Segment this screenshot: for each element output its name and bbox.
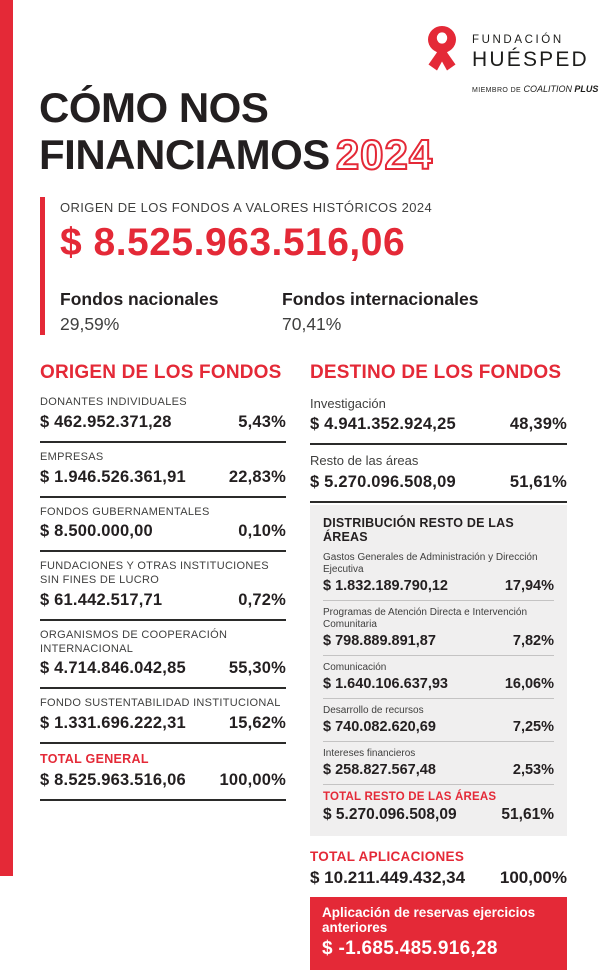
national-funds-label: Fondos nacionales — [60, 289, 219, 309]
item-amount: $ 4.941.352.924,25 — [310, 415, 456, 434]
item-label: Investigación — [310, 396, 386, 411]
item-label: Resto de las áreas — [310, 453, 419, 469]
item-percent: 0,10% — [238, 522, 286, 541]
item-percent: 0,72% — [238, 590, 286, 609]
origin-header: ORIGEN DE LOS FONDOS — [40, 362, 282, 383]
origin-item: ORGANISMOS DE COOPERACIÓN INTERNACIONAL … — [40, 621, 286, 690]
member-line: MIEMBRO DE COALITION PLUS — [472, 84, 598, 94]
item-label: Intereses financieros — [323, 747, 416, 759]
member-suffix: PLUS — [574, 84, 599, 94]
awareness-ribbon-icon — [424, 26, 460, 79]
item-amount: $ 4.714.846.042,85 — [40, 659, 186, 678]
item-label: Comunicación — [323, 661, 387, 673]
destination-header: DESTINO DE LOS FONDOS — [310, 362, 562, 383]
item-amount: $ 1.832.189.790,12 — [323, 577, 448, 594]
item-label: Gastos Generales de Administración y Dir… — [323, 551, 538, 575]
reserves-box: Aplicación de reservas ejercicios anteri… — [310, 897, 567, 970]
summary-caption: ORIGEN DE LOS FONDOS A VALORES HISTÓRICO… — [60, 200, 433, 215]
distribution-box: DISTRIBUCIÓN RESTO DE LAS ÁREAS Gastos G… — [310, 504, 567, 837]
item-amount: $ 258.827.567,48 — [323, 761, 436, 778]
item-label: EMPRESAS — [40, 450, 104, 463]
item-percent: 2,53% — [512, 761, 554, 778]
origin-section: ORIGEN DE LOS FONDOS DONANTES INDIVIDUAL… — [40, 362, 286, 801]
member-name: COALITION — [523, 84, 572, 94]
origin-item: FUNDACIONES Y OTRAS INSTITUCIONES SIN FI… — [40, 552, 286, 621]
total-applications-amount: $ 10.211.449.432,34 — [310, 868, 466, 888]
distribution-total-amount: $ 5.270.096.508,09 — [323, 806, 457, 824]
distribution-item: Programas de Atención Directa e Interven… — [323, 601, 554, 656]
item-label: Programas de Atención Directa e Interven… — [323, 606, 527, 630]
org-name-line1: FUNDACIÓN — [472, 33, 564, 46]
item-percent: 7,25% — [512, 718, 554, 735]
national-funds: Fondos nacionales 29,59% — [60, 289, 282, 335]
summary-total-amount: $ 8.525.963.516,06 — [60, 221, 406, 264]
item-amount: $ 1.946.526.361,91 — [40, 467, 186, 486]
item-percent: 5,43% — [238, 412, 286, 431]
title-year-outline: 2024 — [335, 130, 434, 179]
item-amount: $ 1.640.106.637,93 — [323, 675, 448, 692]
page-title: CÓMO NOS FINANCIAMOS 2024 — [39, 84, 434, 179]
item-percent: 15,62% — [228, 714, 286, 732]
item-percent: 17,94% — [504, 577, 554, 594]
item-percent: 22,83% — [228, 467, 286, 486]
item-percent: 16,06% — [504, 675, 554, 692]
origin-total: TOTAL GENERAL $ 8.525.963.516,06 100,00% — [40, 744, 286, 801]
distribution-item: Desarrollo de recursos $ 740.082.620,69 … — [323, 699, 554, 742]
origin-total-label: TOTAL GENERAL — [40, 752, 149, 766]
origin-item: FONDOS GUBERNAMENTALES $ 8.500.000,00 0,… — [40, 498, 286, 553]
org-name-line2: HUÉSPED — [472, 47, 589, 71]
destination-item: Investigación $ 4.941.352.924,25 48,39% — [310, 388, 567, 446]
item-amount: $ 5.270.096.508,09 — [310, 472, 456, 491]
reserves-amount: $ -1.685.485.916,28 — [322, 938, 498, 960]
international-funds-value: 70,41% — [282, 314, 342, 334]
item-label: FUNDACIONES Y OTRAS INSTITUCIONES SIN FI… — [40, 560, 269, 586]
item-percent: 51,61% — [509, 472, 567, 491]
total-applications: TOTAL APLICACIONES $ 10.211.449.432,34 1… — [310, 849, 567, 888]
org-logo: FUNDACIÓN HUÉSPED MIEMBRO DE COALITION P… — [424, 26, 598, 94]
international-funds: Fondos internacionales 70,41% — [282, 289, 504, 335]
item-label: DONANTES INDIVIDUALES — [40, 396, 187, 408]
distribution-total: TOTAL RESTO DE LAS ÁREAS $ 5.270.096.508… — [323, 785, 554, 827]
origin-item: FONDO SUSTENTABILIDAD INSTITUCIONAL $ 1.… — [40, 689, 286, 744]
origin-total-amount: $ 8.525.963.516,06 — [40, 770, 186, 789]
distribution-total-percent: 51,61% — [501, 806, 554, 824]
international-funds-label: Fondos internacionales — [282, 289, 479, 309]
page-title-line2: FINANCIAMOS 2024 — [39, 130, 434, 179]
origin-item: DONANTES INDIVIDUALES $ 462.952.371,28 5… — [40, 388, 286, 443]
distribution-item: Intereses financieros $ 258.827.567,48 2… — [323, 742, 554, 785]
distribution-item: Comunicación $ 1.640.106.637,93 16,06% — [323, 656, 554, 699]
item-percent: 7,82% — [512, 632, 554, 649]
origin-total-percent: 100,00% — [219, 770, 286, 789]
item-label: FONDOS GUBERNAMENTALES — [40, 505, 210, 518]
item-amount: $ 462.952.371,28 — [40, 412, 172, 431]
item-amount: $ 798.889.891,87 — [323, 632, 436, 649]
total-applications-label: TOTAL APLICACIONES — [310, 849, 465, 865]
destination-item: Resto de las áreas $ 5.270.096.508,09 51… — [310, 445, 567, 503]
item-percent: 55,30% — [228, 659, 286, 678]
total-applications-percent: 100,00% — [499, 868, 567, 888]
destination-section: DESTINO DE LOS FONDOS Investigación $ 4.… — [310, 362, 567, 970]
national-funds-value: 29,59% — [60, 314, 120, 334]
item-label: ORGANISMOS DE COOPERACIÓN INTERNACIONAL — [40, 628, 228, 655]
distribution-total-label: TOTAL RESTO DE LAS ÁREAS — [323, 790, 497, 803]
item-amount: $ 1.331.696.222,31 — [40, 714, 186, 732]
distribution-header: DISTRIBUCIÓN RESTO DE LAS ÁREAS — [323, 515, 514, 544]
item-amount: $ 61.442.517,71 — [40, 590, 163, 609]
summary-block: ORIGEN DE LOS FONDOS A VALORES HISTÓRICO… — [40, 197, 565, 335]
page-title-line1: CÓMO NOS — [39, 84, 269, 131]
member-prefix: MIEMBRO DE — [472, 87, 522, 94]
item-label: Desarrollo de recursos — [323, 704, 424, 716]
origin-item: EMPRESAS $ 1.946.526.361,91 22,83% — [40, 443, 286, 498]
brand-red-strip — [0, 0, 13, 876]
item-amount: $ 8.500.000,00 — [40, 522, 153, 541]
reserves-label: Aplicación de reservas ejercicios anteri… — [322, 905, 536, 936]
distribution-item: Gastos Generales de Administración y Dir… — [323, 546, 554, 601]
item-percent: 48,39% — [509, 415, 567, 434]
item-label: FONDO SUSTENTABILIDAD INSTITUCIONAL — [40, 697, 281, 710]
item-amount: $ 740.082.620,69 — [323, 718, 436, 735]
